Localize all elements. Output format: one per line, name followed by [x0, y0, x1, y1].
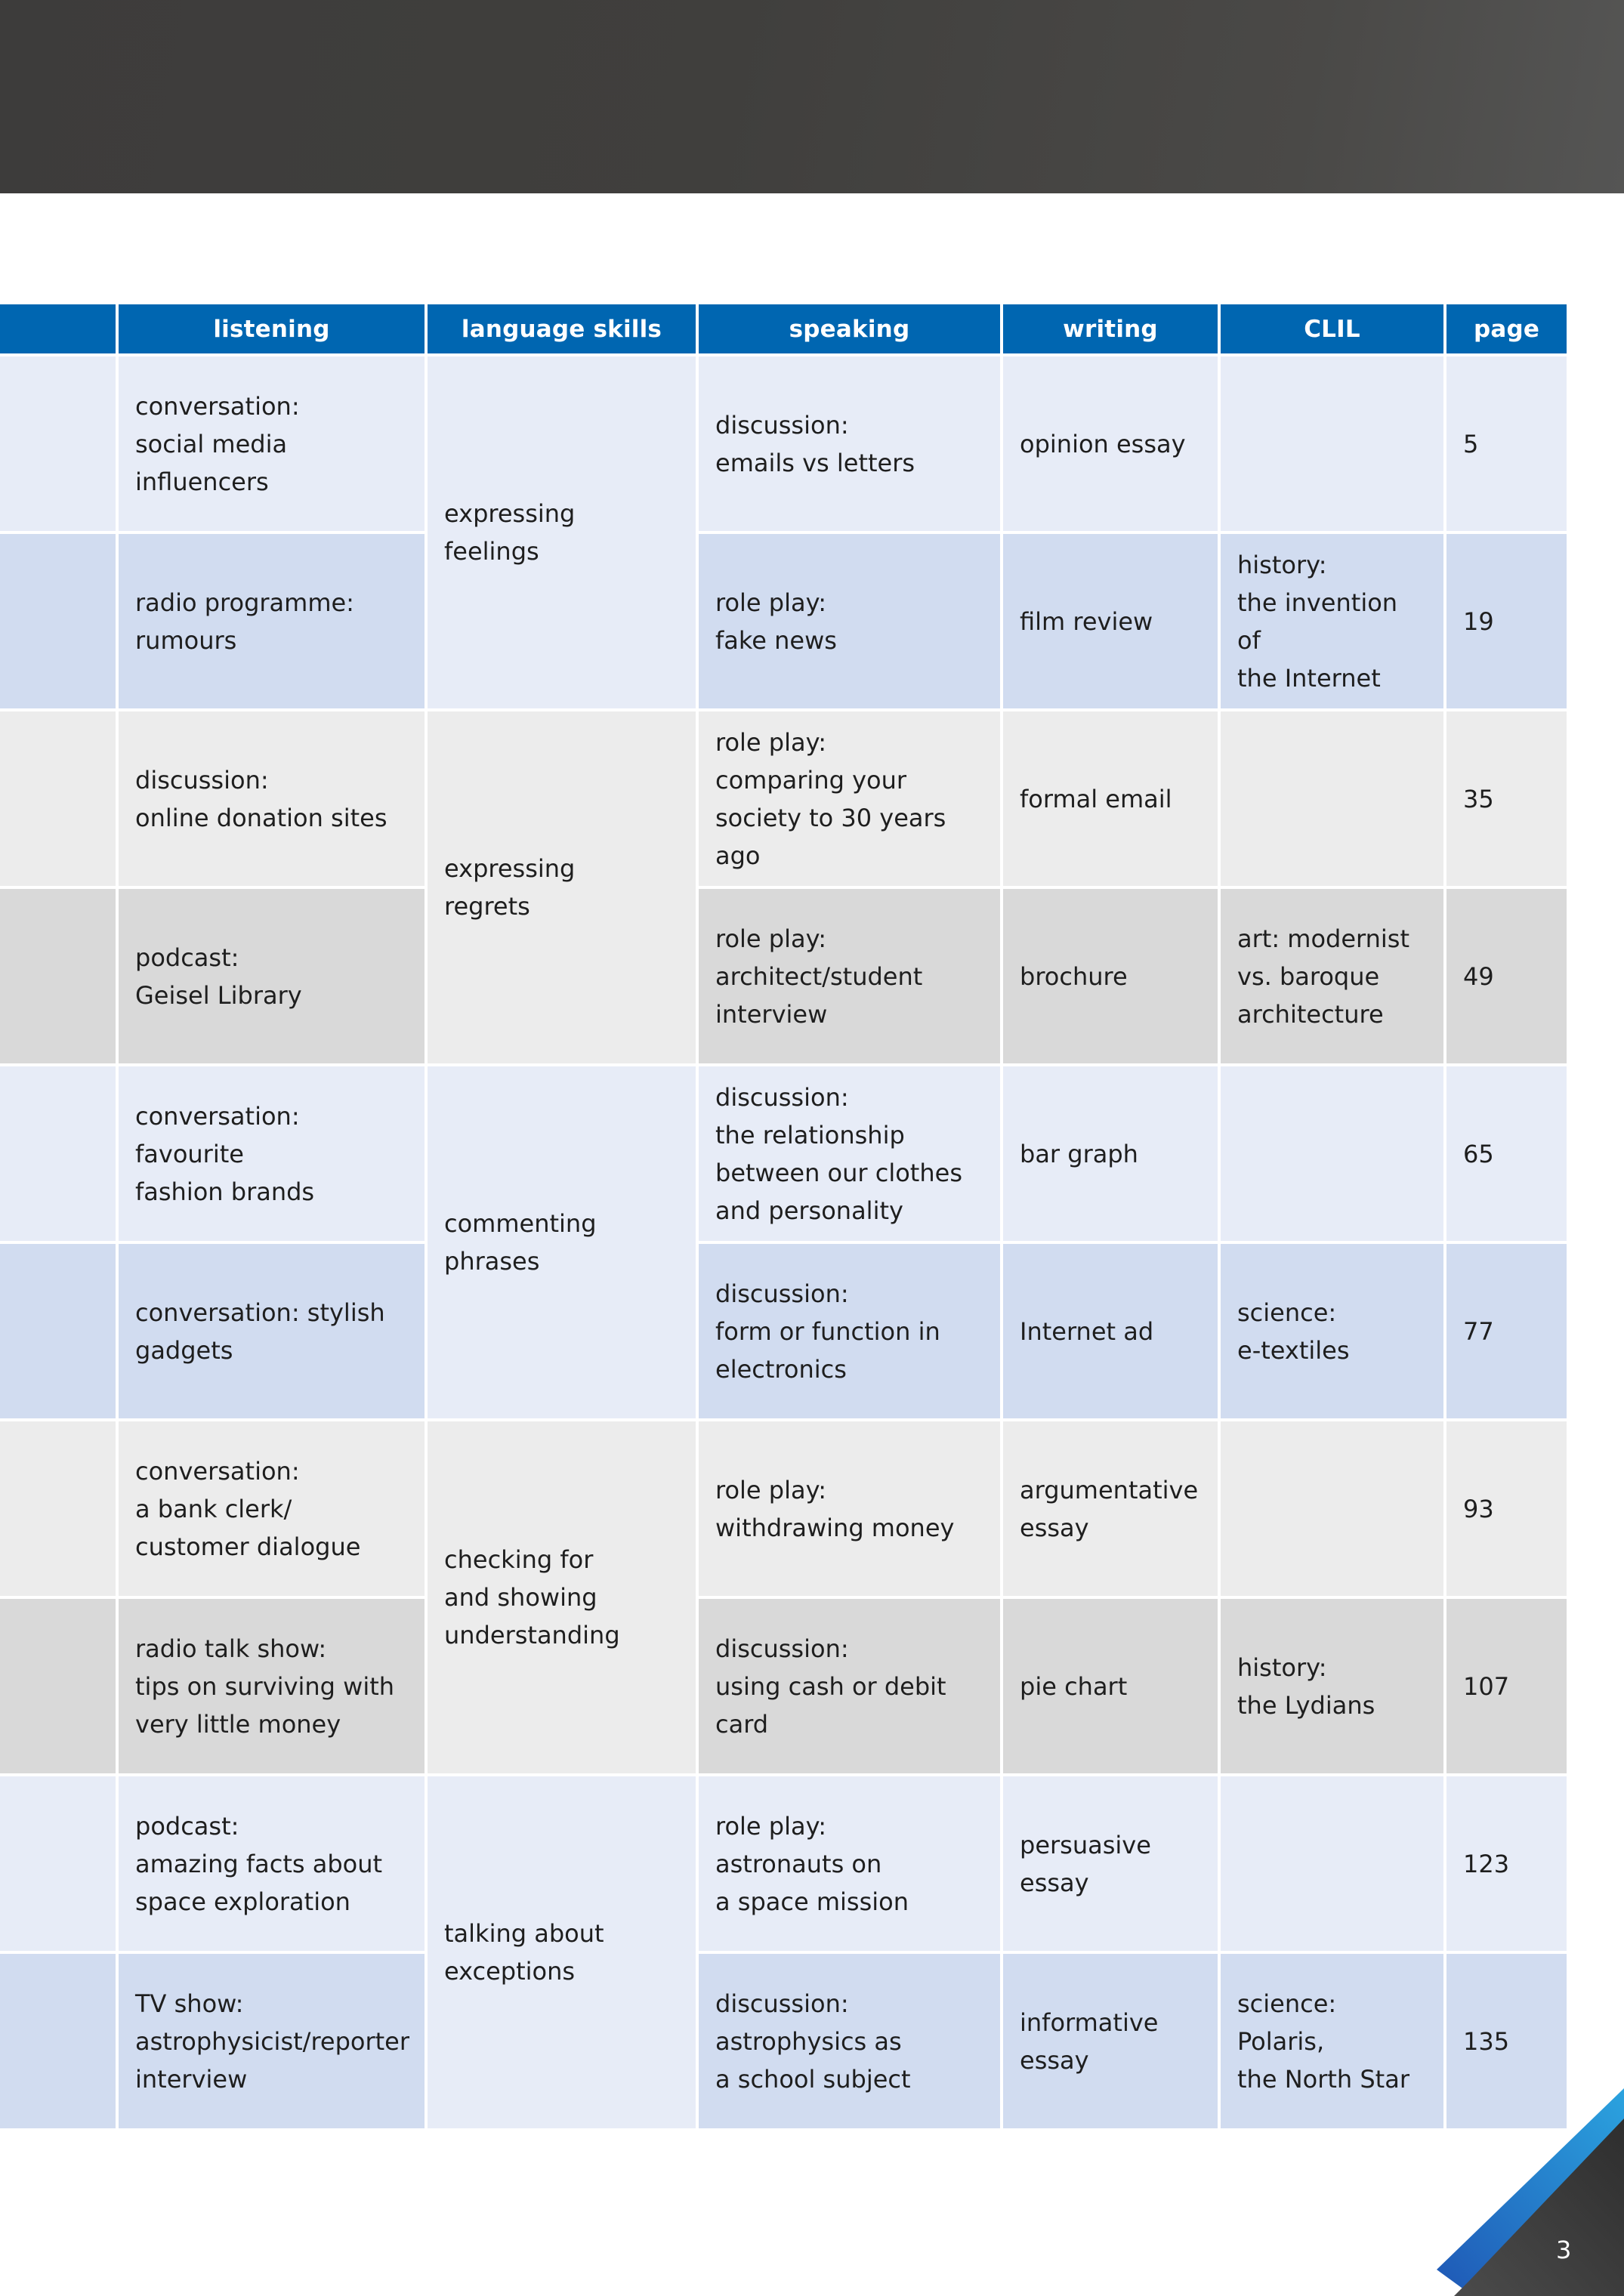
clil-cell [1221, 356, 1443, 531]
header-unit [0, 304, 116, 353]
speaking-cell: discussion: astrophysics as a school sub… [699, 1954, 1000, 2128]
speaking-cell: discussion: emails vs letters [699, 356, 1000, 531]
language-skill-cell: checking for and showing understanding [428, 1421, 696, 1773]
header-speaking: speaking [699, 304, 1000, 353]
page-cell: 65 [1446, 1066, 1567, 1241]
listening-cell: conversation: favourite fashion brands [119, 1066, 425, 1241]
speaking-cell: role play: withdrawing money [699, 1421, 1000, 1596]
speaking-cell: role play: fake news [699, 534, 1000, 708]
clil-cell: history: the invention of the Internet [1221, 534, 1443, 708]
clil-cell: science: Polaris, the North Star [1221, 1954, 1443, 2128]
listening-cell: radio programme: rumours [119, 534, 425, 708]
clil-cell [1221, 1066, 1443, 1241]
unit-cell [0, 534, 116, 708]
page-cell: 107 [1446, 1599, 1567, 1773]
clil-cell [1221, 1421, 1443, 1596]
writing-cell: opinion essay [1003, 356, 1218, 531]
clil-cell: science: e-textiles [1221, 1244, 1443, 1418]
page-cell: 123 [1446, 1776, 1567, 1951]
listening-cell: podcast: amazing facts about space explo… [119, 1776, 425, 1951]
writing-cell: Internet ad [1003, 1244, 1218, 1418]
unit-cell [0, 356, 116, 531]
writing-cell: film review [1003, 534, 1218, 708]
writing-cell: persuasive essay [1003, 1776, 1218, 1951]
page-cell: 35 [1446, 711, 1567, 886]
page-cell: 93 [1446, 1421, 1567, 1596]
speaking-cell: discussion: the relationship between our… [699, 1066, 1000, 1241]
writing-cell: pie chart [1003, 1599, 1218, 1773]
unit-cell [0, 889, 116, 1063]
syllabus-table: listening language skills speaking writi… [0, 304, 1567, 2128]
unit-cell [0, 1599, 116, 1773]
unit-cell [0, 1776, 116, 1951]
speaking-cell: discussion: form or function in electron… [699, 1244, 1000, 1418]
listening-cell: discussion: online donation sites [119, 711, 425, 886]
unit-cell [0, 1421, 116, 1596]
language-skill-cell: talking about exceptions [428, 1776, 696, 2128]
page-cell: 5 [1446, 356, 1567, 531]
listening-cell: conversation: stylish gadgets [119, 1244, 425, 1418]
writing-cell: informative essay [1003, 1954, 1218, 2128]
listening-cell: podcast: Geisel Library [119, 889, 425, 1063]
page-cell: 19 [1446, 534, 1567, 708]
listening-cell: conversation: social media influencers [119, 356, 425, 531]
speaking-cell: role play: comparing your society to 30 … [699, 711, 1000, 886]
page-cell: 77 [1446, 1244, 1567, 1418]
header-writing: writing [1003, 304, 1218, 353]
speaking-cell: role play: astronauts on a space mission [699, 1776, 1000, 1951]
corner-decoration [1437, 2088, 1624, 2296]
writing-cell: argumentative essay [1003, 1421, 1218, 1596]
listening-cell: conversation: a bank clerk/ customer dia… [119, 1421, 425, 1596]
writing-cell: brochure [1003, 889, 1218, 1063]
header-language-skills: language skills [428, 304, 696, 353]
header-band [0, 0, 1624, 193]
speaking-cell: role play: architect/student interview [699, 889, 1000, 1063]
listening-cell: TV show: astrophysicist/reporter intervi… [119, 1954, 425, 2128]
clil-cell [1221, 1776, 1443, 1951]
clil-cell [1221, 711, 1443, 886]
unit-cell [0, 1066, 116, 1241]
page-cell: 135 [1446, 1954, 1567, 2128]
header-listening: listening [119, 304, 425, 353]
clil-cell: history: the Lydians [1221, 1599, 1443, 1773]
unit-cell [0, 1244, 116, 1418]
clil-cell: art: modernist vs. baroque architecture [1221, 889, 1443, 1063]
header-page: page [1446, 304, 1567, 353]
language-skill-cell: expressing feelings [428, 356, 696, 708]
listening-cell: radio talk show: tips on surviving with … [119, 1599, 425, 1773]
unit-cell [0, 711, 116, 886]
unit-cell [0, 1954, 116, 2128]
language-skill-cell: expressing regrets [428, 711, 696, 1063]
language-skill-cell: commenting phrases [428, 1066, 696, 1418]
writing-cell: formal email [1003, 711, 1218, 886]
page-cell: 49 [1446, 889, 1567, 1063]
header-clil: CLIL [1221, 304, 1443, 353]
writing-cell: bar graph [1003, 1066, 1218, 1241]
speaking-cell: discussion: using cash or debit card [699, 1599, 1000, 1773]
page-number: 3 [1556, 2236, 1572, 2264]
